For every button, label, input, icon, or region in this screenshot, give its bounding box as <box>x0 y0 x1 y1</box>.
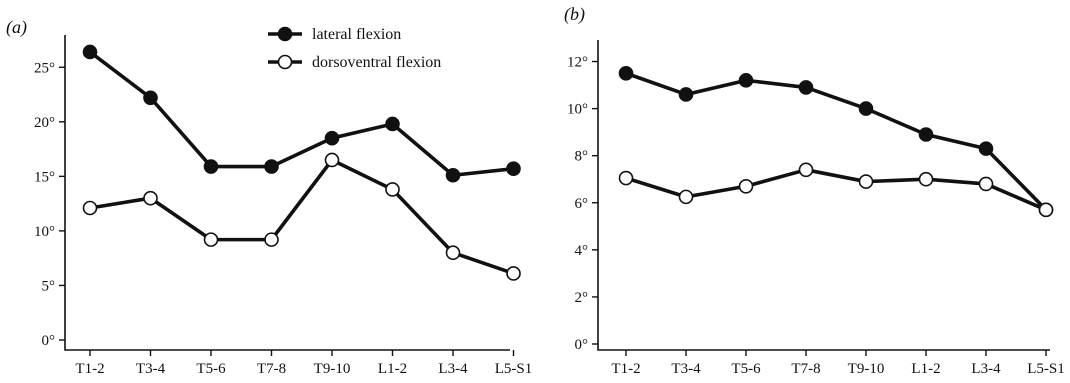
panel-a-series <box>82 44 521 281</box>
panel-b-x-tick-label: L5-S1 <box>1027 361 1065 377</box>
panel-b-x-tick-label: T3-4 <box>671 361 701 377</box>
panel-a-x-tick-label: T7-8 <box>257 361 286 377</box>
panel-a-dorsoventral-flexion-point <box>324 152 340 168</box>
panel-a-y-axis-ticks: 0° 5° 10° 15° 20° 25° <box>34 60 65 349</box>
panel-a-lateral-flexion-line <box>88 50 514 178</box>
panel-b-lateral-flexion-point <box>798 80 814 95</box>
panel-a-lateral-flexion-point <box>324 130 340 146</box>
panel-b-chart: (b) 0° 2° 4° 6° 8° 10° 12° T1-2 T3-4 T5-6 T7-8 T9-… <box>564 4 1065 377</box>
panel-a-dorsoventral-flexion-point <box>385 182 400 197</box>
legend-open-circle-icon <box>277 54 293 70</box>
panel-a-lateral-flexion-point <box>203 159 219 174</box>
panel-b-dorsoventral-flexion-point <box>618 170 634 186</box>
panel-a-lateral-flexion-point <box>82 44 98 60</box>
panel-a-dorsoventral-flexion-point <box>82 200 98 216</box>
panel-a-x-tick-label: T1-2 <box>75 361 104 377</box>
panel-a-x-tick-label: L3-4 <box>438 361 468 377</box>
panel-a-x-tick-label: T5-6 <box>196 361 226 377</box>
panel-b-x-axis-ticks: T1-2 T3-4 T5-6 T7-8 T9-10 L1-2 L3-4 L5-S1 <box>611 350 1065 377</box>
panel-b-x-tick-label: T7-8 <box>791 361 820 377</box>
panel-b-y-axis-ticks: 0° 2° 4° 6° 8° 10° 12° <box>567 55 598 353</box>
panel-b-x-tick-label: T5-6 <box>731 361 761 377</box>
panel-a-lateral-flexion-point <box>264 159 279 174</box>
panel-b-y-tick-label: 6° <box>575 196 589 212</box>
panel-b-series <box>618 65 1054 218</box>
panel-b-lateral-flexion-point <box>918 127 934 142</box>
panel-b-y-tick-label: 2° <box>575 290 589 306</box>
panel-b-y-tick-label: 10° <box>567 102 588 118</box>
panel-a-chart: (a) 0° 5° 10° 15° 20° 25° T1-2 T3-4 T5-6 T7-8 T9-… <box>6 17 532 377</box>
panel-b-dorsoventral-flexion-point <box>858 174 874 189</box>
legend-filled-circle-icon <box>277 26 293 42</box>
panel-a-series-dorsoventral-flexion <box>82 152 521 281</box>
panel-a-y-tick-label: 10° <box>34 224 55 240</box>
panel-a-dorsoventral-flexion-point <box>264 232 279 247</box>
panel-b-lateral-flexion-point <box>738 73 754 88</box>
panel-b-x-tick-label: T9-10 <box>848 361 885 377</box>
panel-a-dorsoventral-flexion-point <box>506 266 521 281</box>
panel-b-axes <box>597 40 1050 351</box>
panel-a-label: (a) <box>6 17 27 38</box>
panel-b-dorsoventral-flexion-point <box>738 178 754 194</box>
legend-item-dorsoventral-flexion: dorsoventral flexion <box>268 54 441 71</box>
panel-a-y-tick-label: 5° <box>42 278 56 294</box>
panel-b-y-tick-label: 8° <box>575 149 589 165</box>
panel-b-dorsoventral-flexion-point <box>978 176 994 192</box>
panel-a-x-tick-label: L5-S1 <box>495 361 533 377</box>
panel-a-dorsoventral-flexion-point <box>143 190 158 206</box>
panel-a-y-tick-label: 25° <box>34 60 55 76</box>
panel-b-lateral-flexion-line <box>625 71 1048 212</box>
panel-a-x-tick-label: T3-4 <box>136 361 166 377</box>
panel-b-lateral-flexion-point <box>618 65 634 81</box>
panel-b-lateral-flexion-point <box>678 87 694 102</box>
panel-a-dorsoventral-flexion-point <box>445 245 461 261</box>
panel-b-series-lateral-flexion <box>618 65 1054 218</box>
panel-a-lateral-flexion-point <box>385 116 400 132</box>
panel-a-x-tick-label: T9-10 <box>314 361 351 377</box>
legend: lateral flexion dorsoventral flexion <box>268 26 441 71</box>
panel-a-y-tick-label: 20° <box>34 115 55 131</box>
legend-label-lateral-flexion: lateral flexion <box>312 26 401 43</box>
panel-b-dorsoventral-flexion-line <box>625 168 1047 212</box>
panel-a-dorsoventral-flexion-point <box>203 232 219 247</box>
panel-b-y-tick-label: 4° <box>575 243 589 259</box>
panel-a-y-tick-label: 0° <box>42 333 56 349</box>
panel-a-y-tick-label: 15° <box>34 169 55 185</box>
legend-label-dorsoventral-flexion: dorsoventral flexion <box>312 54 441 71</box>
panel-a-dorsoventral-flexion-line <box>89 158 515 276</box>
panel-a-lateral-flexion-point <box>143 90 158 106</box>
panel-a-lateral-flexion-point <box>506 161 521 177</box>
panel-a-x-tick-label: L1-2 <box>378 361 407 377</box>
panel-b-x-tick-label: L3-4 <box>971 361 1001 377</box>
legend-item-lateral-flexion: lateral flexion <box>268 26 401 43</box>
panel-b-y-tick-label: 12° <box>567 55 588 71</box>
panel-a-axes <box>64 35 510 351</box>
panel-a-x-axis-ticks: T1-2 T3-4 T5-6 T7-8 T9-10 L1-2 L3-4 L5-S1 <box>75 350 532 377</box>
panel-b-y-tick-label: 0° <box>575 337 589 353</box>
panel-b-x-tick-label: T1-2 <box>611 361 640 377</box>
panel-b-lateral-flexion-point <box>858 101 874 116</box>
panel-b-lateral-flexion-point <box>978 141 994 156</box>
panel-a-lateral-flexion-point <box>445 167 461 183</box>
panel-b-dorsoventral-flexion-point <box>918 171 934 187</box>
panel-b-dorsoventral-flexion-point <box>678 189 694 205</box>
panel-b-label: (b) <box>564 4 585 25</box>
panel-b-dorsoventral-flexion-point <box>1038 202 1054 218</box>
panel-a-series-lateral-flexion <box>82 44 521 183</box>
panel-b-dorsoventral-flexion-point <box>798 162 814 178</box>
panel-b-x-tick-label: L1-2 <box>911 361 940 377</box>
panel-b-series-dorsoventral-flexion <box>618 162 1054 218</box>
